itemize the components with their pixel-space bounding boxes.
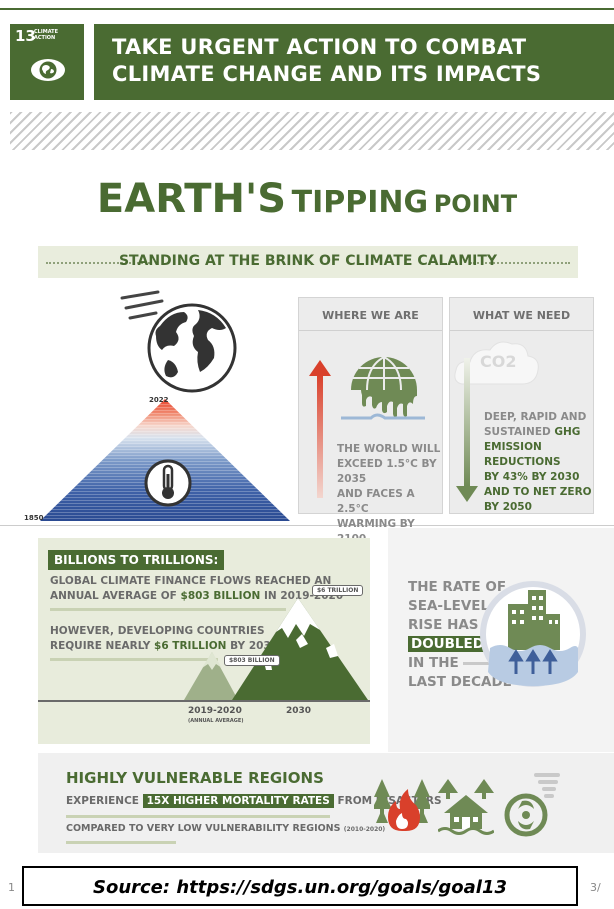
what-we-need-text: DEEP, RAPID AND SUSTAINED GHG EMISSION R…: [484, 410, 592, 515]
small-year-label: 2019-2020: [188, 706, 242, 716]
subtitle-text: STANDING AT THE BRINK OF CLIMATE CALAMIT…: [118, 253, 498, 269]
cyclone-icon: [504, 773, 560, 837]
year-1850-label: 1850: [24, 514, 44, 522]
sea-dash: [463, 661, 492, 665]
header-title-line2: CLIMATE CHANGE AND ITS IMPACTS: [112, 62, 542, 86]
badge-number: 13: [15, 27, 36, 45]
need-line2: SUSTAINED GHG: [484, 425, 592, 440]
mountain-icon: [184, 598, 368, 700]
thermometer-icon: [144, 459, 192, 507]
finance-text-2: HOWEVER, DEVELOPING COUNTRIES REQUIRE NE…: [50, 624, 290, 654]
vulnerable-text-2: COMPARED TO VERY LOW VULNERABILITY REGIO…: [66, 823, 385, 834]
sea-line5: IN THE: [408, 655, 459, 671]
finance-section: BILLIONS TO TRILLIONS: GLOBAL CLIMATE FI…: [38, 538, 370, 744]
vuln-text2: COMPARED TO VERY LOW VULNERABILITY REGIO…: [66, 823, 341, 834]
sea-line6: LAST DECADE: [408, 674, 512, 690]
header-title-line1: TAKE URGENT ACTION TO COMBAT: [112, 35, 527, 59]
need-line6: BY 2050: [484, 501, 532, 513]
underline-2: [50, 658, 218, 661]
title-point: POINT: [433, 190, 518, 218]
vuln-underline: [66, 815, 330, 818]
hatched-divider: [10, 112, 614, 150]
finance-text1c: $803 BILLION: [180, 590, 261, 602]
need-line1: DEEP, RAPID AND: [484, 411, 587, 423]
need-line5: AND TO NET ZERO: [484, 485, 592, 500]
underline-1: [50, 608, 286, 611]
vuln-text2-note: (2010-2020): [343, 826, 386, 833]
finance-text2b: REQUIRE NEARLY: [50, 640, 151, 652]
where-line2: EXCEED 1.5°C BY 2035: [337, 458, 437, 485]
803-billion-tag: $803 BILLION: [224, 655, 280, 666]
sea-line1: THE RATE OF: [408, 579, 507, 595]
section-divider: [0, 525, 614, 526]
falling-arrow-icon: [456, 358, 478, 502]
finance-text2c: $6 TRILLION: [154, 640, 227, 652]
finance-text-1: GLOBAL CLIMATE FINANCE FLOWS REACHED AN …: [50, 574, 370, 604]
vuln-mortality-highlight: 15X HIGHER MORTALITY RATES: [142, 794, 334, 808]
co2-label: CO2: [480, 352, 517, 371]
forest-fire-icon: [374, 779, 430, 831]
what-we-need-heading: WHAT WE NEED: [472, 309, 571, 322]
page-fragment-right: 3/: [590, 881, 601, 894]
finance-text1a: GLOBAL CLIMATE FINANCE FLOWS REACHED AN: [50, 575, 332, 587]
eye-globe-icon: [31, 59, 65, 81]
title-earths: EARTH'S: [96, 176, 287, 222]
sea-level-text: THE RATE OF SEA-LEVEL RISE HAS DOUBLED I…: [408, 578, 512, 692]
flooded-house-icon: [438, 779, 494, 835]
where-line3: AND FACES A 2.5°C: [337, 488, 415, 515]
sea-line3: RISE HAS: [408, 617, 479, 633]
sea-line2: SEA-LEVEL: [408, 598, 490, 614]
header-title: TAKE URGENT ACTION TO COMBAT CLIMATE CHA…: [112, 34, 541, 88]
need-line2a: SUSTAINED: [484, 426, 551, 438]
six-trillion-tag: $6 TRILLION: [312, 585, 364, 596]
finance-label: BILLIONS TO TRILLIONS:: [48, 550, 225, 570]
page-fragment-left: 1: [8, 881, 15, 894]
sea-doubled-highlight: DOUBLED: [408, 636, 487, 652]
vulnerable-regions-section: HIGHLY VULNERABLE REGIONS EXPERIENCE 15X…: [38, 753, 614, 853]
baseline: [38, 700, 370, 702]
header-title-bar: TAKE URGENT ACTION TO COMBAT CLIMATE CHA…: [94, 24, 614, 100]
sea-level-section: THE RATE OF SEA-LEVEL RISE HAS DOUBLED I…: [388, 528, 614, 752]
need-line5a: AND TO: [484, 486, 530, 498]
badge-label: CLIMATE ACTION: [34, 29, 58, 41]
panel-divider: [450, 330, 593, 331]
where-we-are-text: THE WORLD WILL EXCEED 1.5°C BY 2035 AND …: [337, 442, 441, 547]
co2-cloud-icon: [454, 341, 539, 385]
panel-divider: [299, 330, 442, 331]
top-rule: [0, 8, 614, 10]
finance-text2a: HOWEVER, DEVELOPING COUNTRIES: [50, 625, 265, 637]
vuln-text1a: EXPERIENCE: [66, 795, 139, 807]
vuln-underline-2: [66, 841, 176, 844]
source-box: Source: https://sdgs.un.org/goals/goal13: [22, 866, 578, 906]
melting-globe-icon: [341, 355, 425, 420]
sdg-13-badge: 13 CLIMATE ACTION: [10, 24, 84, 100]
speed-lines-icon: [120, 290, 164, 320]
finance-text1b: ANNUAL AVERAGE OF: [50, 590, 177, 602]
rising-arrow-icon: [309, 360, 331, 498]
subtitle-banner: STANDING AT THE BRINK OF CLIMATE CALAMIT…: [38, 246, 578, 278]
what-we-need-panel: WHAT WE NEED CO2 DEEP, RAPID AND SUSTAIN…: [449, 297, 594, 514]
where-we-are-panel: WHERE WE ARE THE WORLD WILL EXCEED 1.5°C…: [298, 297, 443, 545]
where-line1: THE WORLD WILL: [337, 443, 441, 455]
dotted-line-left: [46, 262, 150, 264]
need-line2b: GHG: [554, 426, 581, 438]
buildings-flood-icon: [480, 581, 586, 687]
dotted-line-right: [470, 262, 570, 264]
globe-icon: [147, 303, 237, 393]
year-2022-label: 2022: [149, 396, 169, 404]
where-we-are-heading: WHERE WE ARE: [322, 309, 419, 322]
small-year-note: (ANNUAL AVERAGE): [188, 718, 244, 724]
need-line5b: NET ZERO: [533, 486, 592, 498]
vulnerable-title: HIGHLY VULNERABLE REGIONS: [66, 769, 324, 787]
need-line3: EMISSION REDUCTIONS: [484, 441, 561, 468]
source-text: Source: https://sdgs.un.org/goals/goal13: [92, 877, 507, 898]
main-title: EARTH'S TIPPING POINT: [0, 176, 614, 222]
need-line4: BY 43% BY 2030: [484, 471, 580, 483]
title-tipping: TIPPING: [291, 185, 429, 220]
big-year-label: 2030: [286, 706, 312, 716]
